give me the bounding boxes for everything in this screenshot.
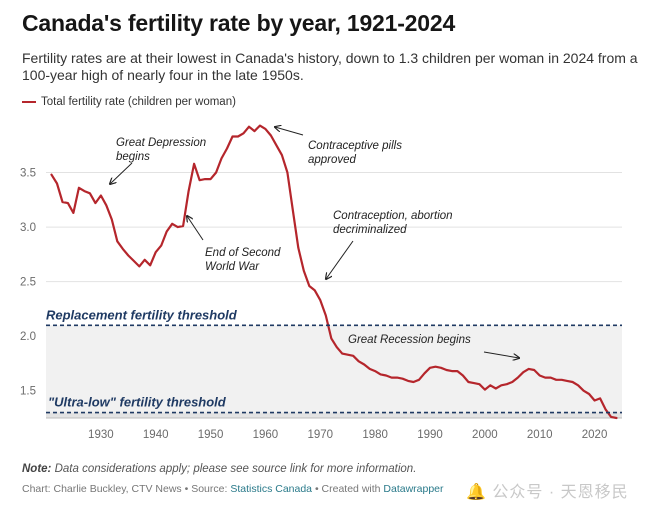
y-tick-label: 3.5: [20, 168, 36, 180]
legend-label: Total fertility rate (children per woman…: [41, 96, 236, 108]
credit-line: Chart: Charlie Buckley, CTV News • Sourc…: [22, 483, 444, 495]
band-between-thresholds: [46, 325, 622, 413]
x-tick-label: 1980: [362, 429, 388, 441]
annotation-ww2: World War: [205, 261, 260, 273]
annotation-depression: Great Depression: [116, 137, 206, 149]
thresholds: Replacement fertility threshold "Ultra-lo…: [46, 307, 622, 414]
x-tick-label: 1960: [253, 429, 279, 441]
x-tick-label: 1950: [198, 429, 224, 441]
annotation-ww2: End of Second: [205, 247, 281, 259]
y-tick-label: 1.5: [20, 386, 36, 398]
source-link[interactable]: Statistics Canada: [230, 483, 313, 495]
annotation-decrim: decriminalized: [333, 224, 407, 236]
series: [50, 124, 618, 420]
annotation-recession: Great Recession begins: [348, 334, 471, 346]
annotation-pill: Contraceptive pills: [308, 140, 402, 152]
x-tick-label: 2000: [472, 429, 498, 441]
x-tick-label: 1930: [88, 429, 114, 441]
footnote: Note: Data considerations apply; please …: [22, 463, 416, 475]
annotation-arrow-depression: [110, 162, 133, 184]
annotations: Great Depression begins End of Second World…: [110, 127, 519, 358]
chart-subtitle: Fertility rates are at their lowest in C…: [22, 50, 638, 83]
x-tick-label: 2020: [582, 429, 608, 441]
annotation-decrim: Contraception, abortion: [333, 210, 453, 222]
note-text: Data considerations apply; please see so…: [54, 463, 417, 475]
threshold-label: "Ultra-low" fertility threshold: [48, 395, 227, 410]
x-tick-label: 2010: [527, 429, 553, 441]
x-tick-label: 1970: [307, 429, 333, 441]
watermark: 🔔 公众号 · 天恩移民: [466, 484, 629, 501]
y-tick-label: 2.5: [20, 277, 36, 289]
legend-swatch: [22, 101, 36, 103]
annotation-pill: approved: [308, 154, 357, 166]
x-tick-label: 1990: [417, 429, 443, 441]
annotation-arrow-pill: [275, 127, 304, 136]
annotation-arrow-ww2: [187, 216, 204, 241]
note-label: Note:: [22, 463, 52, 475]
y-tick-label: 3.0: [20, 222, 36, 234]
axes: 1.5 2.0 2.5 3.0 3.5 1930 1940 1950 1960 1970 1980 1…: [20, 168, 622, 441]
annotation-arrow-decrim: [326, 240, 354, 279]
credit-sep-source: • Source:: [181, 483, 231, 495]
chart-title: Canada's fertility rate by year, 1921-20…: [22, 10, 456, 36]
y-tick-label: 2.0: [20, 331, 36, 343]
legend: Total fertility rate (children per woman…: [22, 96, 236, 108]
threshold-label: Replacement fertility threshold: [46, 307, 238, 322]
band-below-ultra-low: [46, 412, 622, 418]
series-line-fertility-rate: [50, 124, 618, 420]
credit-sep-tool: • Created with: [312, 483, 384, 495]
datawrapper-link[interactable]: Datawrapper: [383, 483, 444, 495]
annotation-depression: begins: [116, 151, 150, 163]
annotation-arrow-recession: [483, 351, 519, 358]
threshold-band: [46, 325, 622, 418]
credit-chart: Chart: Charlie Buckley, CTV News: [22, 483, 182, 495]
x-tick-label: 1940: [143, 429, 169, 441]
